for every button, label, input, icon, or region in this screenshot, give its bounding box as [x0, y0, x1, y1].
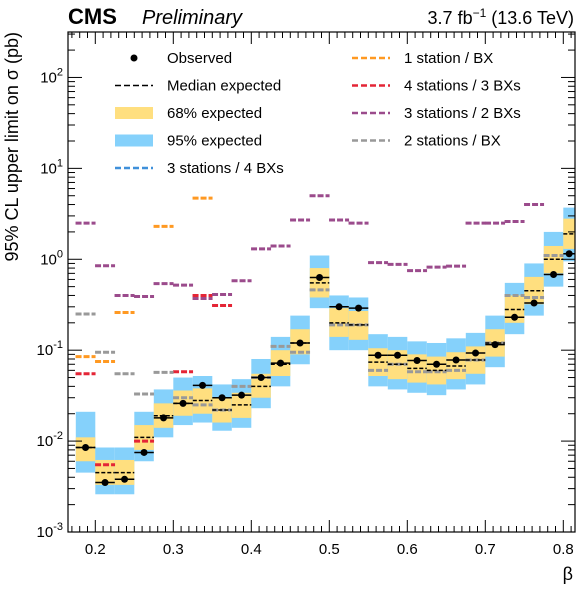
band68-bin	[563, 218, 575, 249]
legend-label: Median expected	[167, 78, 281, 95]
legend-label: 4 stations / 3 BXs	[404, 78, 521, 95]
y-tick-label: 101	[40, 157, 63, 177]
legend-entry: Observed	[130, 50, 232, 67]
legend-entry: 68% expected	[115, 105, 262, 122]
status-label: Preliminary	[142, 7, 243, 29]
legend-swatch	[115, 134, 153, 147]
station-series	[75, 194, 564, 467]
observed-point	[433, 360, 441, 368]
observed-point	[374, 351, 382, 359]
legend-entry: 4 stations / 3 BXs	[352, 78, 521, 95]
observed-point	[452, 356, 460, 364]
observed-point	[413, 357, 421, 365]
legend-label: 2 stations / BX	[404, 133, 501, 150]
observed-point	[316, 274, 324, 282]
observed-point	[218, 394, 226, 402]
observed-point	[296, 339, 304, 347]
legend-entry: 95% expected	[115, 133, 262, 150]
x-tick-label: 0.3	[163, 541, 184, 558]
observed-point	[179, 399, 187, 407]
axis-ticks: 0.2 0.3 0.4 0.5 0.6 0.7 0.8 10-3 10-2 10-1 100 101 1…	[37, 32, 575, 558]
legend-entry: 3 stations / 2 BXs	[352, 105, 521, 122]
y-tick-label: 10-3	[37, 521, 63, 541]
x-axis-title: β	[563, 564, 573, 584]
observed-point	[160, 414, 168, 422]
legend-marker	[130, 54, 138, 62]
observed-point	[121, 475, 129, 483]
expected-bands	[75, 207, 575, 495]
observed-point	[101, 479, 109, 487]
experiment-label: CMS	[68, 4, 117, 29]
legend-label: 3 stations / 2 BXs	[404, 105, 521, 122]
observed-point	[472, 349, 480, 357]
legend: Observed Median expected 68% expected 95% e…	[115, 50, 521, 177]
y-tick-label: 102	[40, 66, 63, 86]
legend-label: 1 station / BX	[404, 50, 493, 67]
x-tick-label: 0.8	[553, 541, 574, 558]
legend-entry: 1 station / BX	[352, 50, 493, 67]
observed-point	[355, 304, 363, 312]
x-tick-label: 0.6	[397, 541, 418, 558]
observed-point	[530, 299, 538, 307]
observed-point	[550, 270, 558, 278]
observed-point	[565, 250, 573, 258]
observed-series	[75, 250, 575, 487]
y-axis-title: 95% CL upper limit on σ (pb)	[2, 32, 22, 262]
x-tick-label: 0.4	[241, 541, 262, 558]
observed-point	[335, 303, 343, 311]
observed-point	[257, 374, 265, 382]
x-tick-label: 0.7	[475, 541, 496, 558]
observed-point	[394, 351, 402, 359]
legend-label: 68% expected	[167, 105, 262, 122]
observed-point	[82, 444, 90, 452]
legend-entry: 3 stations / 4 BXs	[115, 160, 284, 177]
y-tick-label: 10-2	[37, 430, 63, 450]
observed-point	[199, 381, 207, 389]
observed-point	[277, 359, 285, 367]
legend-label: 95% expected	[167, 133, 262, 150]
legend-label: 3 stations / 4 BXs	[167, 160, 284, 177]
luminosity-label: 3.7 fb−1 (13.6 TeV)	[428, 6, 574, 28]
y-tick-label: 10-1	[37, 339, 63, 359]
observed-point	[238, 391, 246, 399]
x-tick-label: 0.2	[85, 541, 106, 558]
x-tick-label: 0.5	[319, 541, 340, 558]
legend-entry: Median expected	[115, 78, 281, 95]
observed-point	[491, 341, 499, 349]
y-tick-label: 100	[40, 248, 63, 268]
legend-label: Observed	[167, 50, 232, 67]
observed-point	[140, 448, 148, 456]
legend-entry: 2 stations / BX	[352, 133, 501, 150]
legend-swatch	[115, 107, 153, 119]
observed-point	[511, 313, 519, 321]
